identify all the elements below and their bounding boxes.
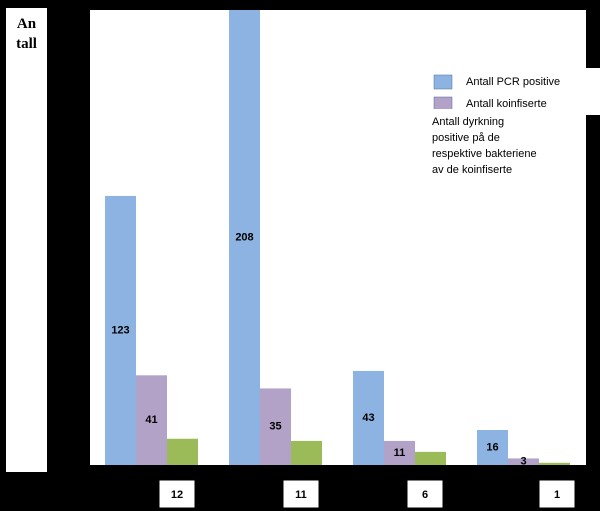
- data-label: 16: [486, 441, 498, 453]
- data-label: 41: [145, 414, 157, 426]
- legend-clip: [415, 109, 600, 115]
- bar: [477, 430, 508, 465]
- bar: [508, 458, 539, 465]
- label-box: [538, 479, 576, 509]
- legend-label: Antall PCR positive: [466, 76, 560, 88]
- data-label: 35: [269, 421, 281, 433]
- bar: [229, 10, 260, 465]
- data-label: 3: [520, 456, 526, 468]
- data-label: 11: [394, 447, 406, 459]
- data-label: 12: [171, 489, 183, 501]
- data-label: 208: [235, 231, 253, 243]
- data-label: 1: [554, 489, 560, 501]
- data-label: 43: [362, 412, 374, 424]
- legend-swatch: [433, 96, 453, 112]
- bar: [539, 462, 570, 465]
- bar: [167, 438, 198, 465]
- data-label: 123: [111, 324, 129, 336]
- data-label: 6: [422, 489, 428, 501]
- bar: [136, 375, 167, 465]
- bar: [291, 440, 322, 465]
- legend-swatch: [433, 74, 453, 90]
- bar: [415, 451, 446, 465]
- label-box: [406, 479, 444, 509]
- legend-label: Antall koinfiserte: [466, 98, 547, 110]
- label-box: [282, 479, 320, 509]
- bar: [384, 440, 415, 465]
- label-box: [158, 479, 196, 509]
- y-axis-label: An tall: [6, 8, 47, 472]
- bar: [260, 388, 291, 465]
- bar: [353, 370, 384, 465]
- data-label: 11: [295, 489, 307, 501]
- legend-label: Antall dyrkning positive på de respektiv…: [432, 116, 537, 176]
- bar: [105, 195, 136, 465]
